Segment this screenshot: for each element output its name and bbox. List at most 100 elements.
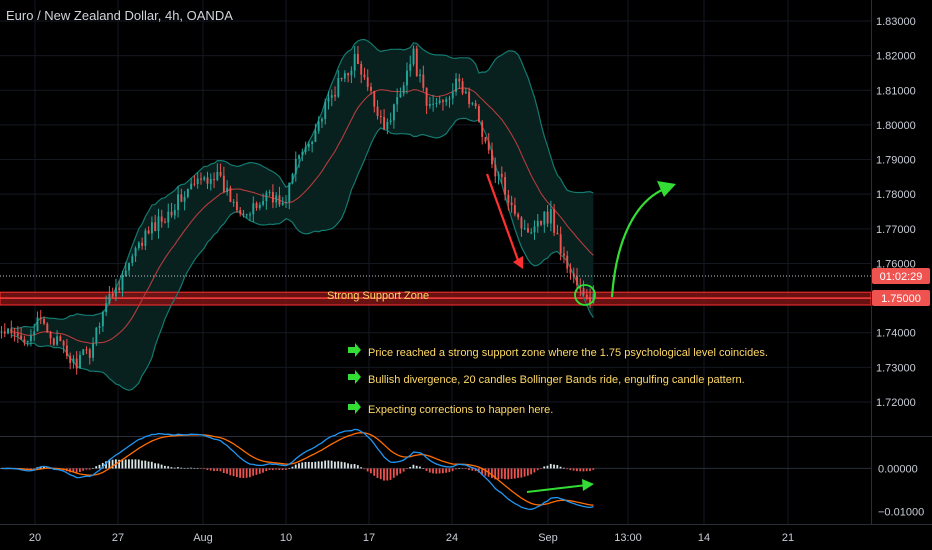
macd-histogram-bar [468,468,470,471]
macd-histogram-bar [366,468,369,472]
macd-histogram-bar [229,468,232,476]
macd-histogram-bar [491,468,493,479]
macd-histogram-bar [585,468,588,472]
macd-histogram-bar [376,468,379,478]
candle-body [451,91,454,99]
candle-body [497,173,500,177]
macd-histogram-bar [235,468,238,478]
macd-histogram-bar [337,461,340,469]
candle-body [481,121,484,137]
macd-histogram-bar [513,468,516,479]
candle-body [343,73,346,79]
macd-histogram-bar [396,468,398,476]
macd-histogram-bar [43,466,45,469]
candle-body [389,120,392,123]
candle-body [265,192,268,202]
macd-histogram-bar [294,464,297,469]
time-axis[interactable]: 20 27 Aug 10 17 24 Sep 13:00 14 21 [29,532,794,544]
candle-body [569,268,572,274]
macd-histogram-bar [425,468,428,472]
macd-histogram-bar [402,468,405,472]
macd-axis[interactable]: 0.00000 −0.01000 [878,463,924,518]
macd-histogram-bar [78,468,81,472]
macd-histogram-bar [536,468,539,471]
macd-histogram-bar [242,468,245,478]
macd-histogram-bar [324,460,327,469]
time-tick-label: 21 [782,532,794,544]
macd-histogram-bar [154,463,156,469]
candle-body [379,115,382,117]
candle-body [484,136,487,142]
candle-body [144,230,147,246]
macd-histogram-bar [451,468,454,472]
macd-histogram-bar [428,468,431,473]
macd-histogram-bar [520,468,523,478]
macd-histogram-bar [258,468,261,474]
price-tick-label: 1.76000 [876,258,916,270]
price-tick-label: 1.81000 [876,85,916,97]
candle-body [39,317,42,320]
macd-histogram-bar [347,463,349,469]
macd-histogram-bar [219,468,222,472]
macd-histogram-bar [500,468,503,479]
candle-body [98,326,101,328]
price-axis[interactable]: 1.83000 1.82000 1.81000 1.80000 1.79000 1.780… [876,16,916,409]
macd-histogram-bar [121,459,124,469]
candle-body [546,211,549,224]
price-tick-label: 1.82000 [876,51,916,63]
candle-body [491,150,493,165]
candle-body [363,74,366,78]
candle-body [281,202,284,205]
price-tick-label: 1.78000 [876,189,916,201]
candle-body [474,103,477,107]
macd-histogram-bar [350,464,353,469]
candle-body [7,328,9,334]
macd-histogram-bar [141,460,143,469]
candle-body [134,248,137,257]
macd-histogram-bar [419,466,421,469]
macd-histogram-bar [422,468,425,469]
candle-body [209,178,212,184]
candle-body [131,256,134,264]
candle-body [118,287,121,291]
candle-body [29,335,32,341]
candle-body [10,328,13,334]
candle-body [304,146,307,152]
candle-body [471,103,474,105]
candle-body [137,242,140,249]
macd-histogram-bar [0,468,3,469]
macd-histogram-bar [458,468,461,469]
macd-histogram-bar [298,463,300,469]
candle-body [458,78,461,82]
candle-body [141,242,144,246]
macd-histogram-bar [540,468,542,469]
candle-body [340,78,343,80]
macd-histogram-bar [549,463,552,469]
macd-histogram-bar [255,468,258,475]
candle-body [559,234,562,254]
candle-body [543,211,546,225]
macd-histogram-bar [190,467,192,469]
macd-histogram-bar [124,459,127,469]
macd-histogram-bar [88,468,91,470]
candle-body [101,312,104,327]
macd-histogram-bar [556,465,559,469]
candle-body [510,202,513,206]
candle-body [111,293,114,297]
macd-line [1,428,594,510]
macd-histogram-bar [343,462,346,469]
macd-histogram-bar [360,467,362,469]
candle-body [314,131,317,142]
candle-body [399,93,402,98]
candle-body [517,213,520,218]
macd-histogram-bar [137,459,140,469]
candle-body [321,118,323,122]
candlesticks [0,45,595,375]
candle-body [422,74,425,88]
candle-body [553,209,556,233]
macd-histogram-bar [334,461,336,469]
macd-histogram-bar [131,459,134,469]
candle-body [536,220,539,227]
candle-body [26,340,29,343]
